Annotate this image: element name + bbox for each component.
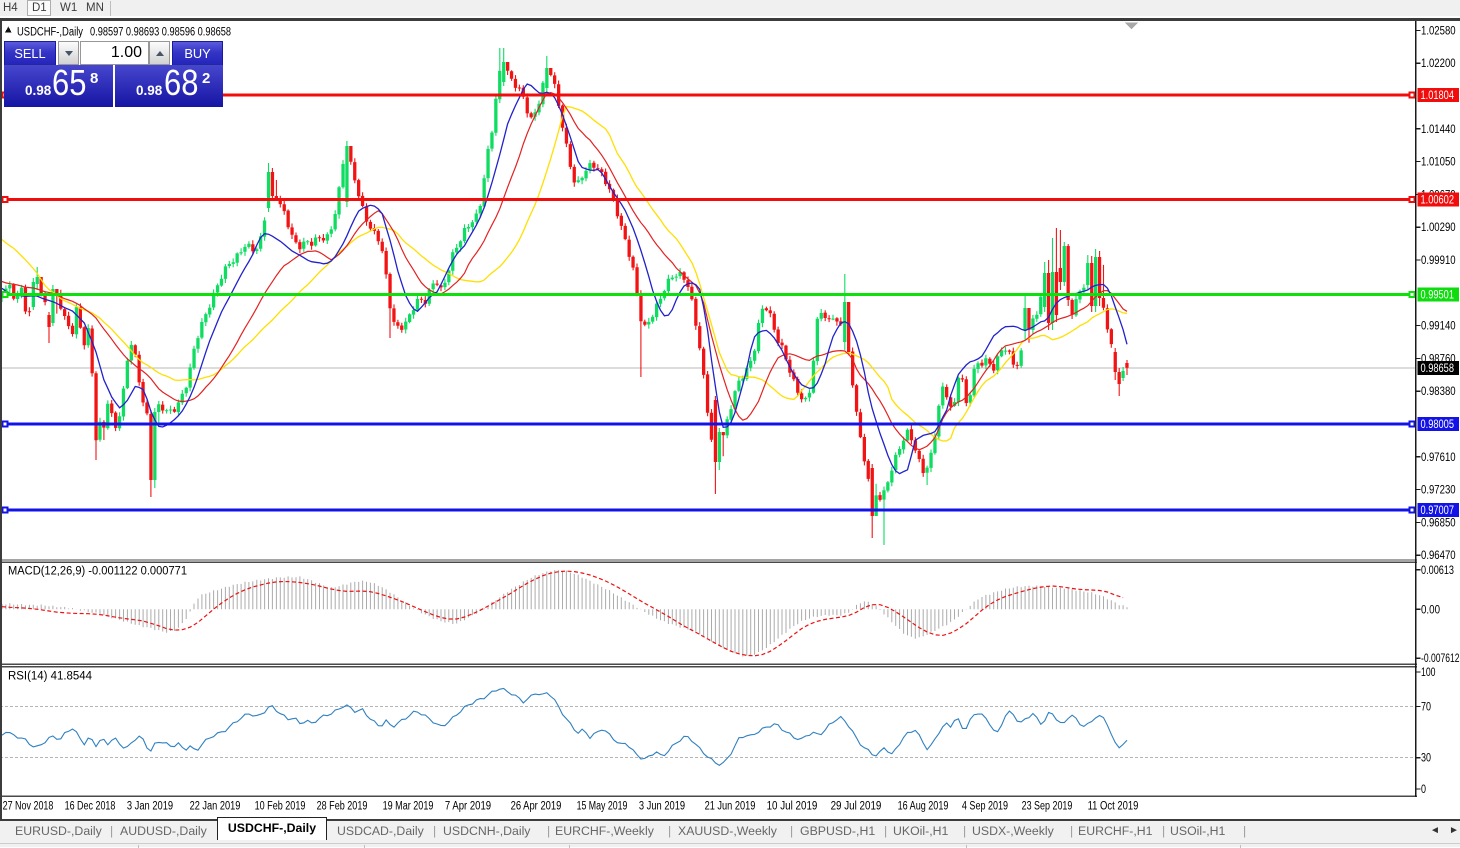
svg-text:0.98658: 0.98658 xyxy=(1421,363,1455,375)
svg-text:26 Apr 2019: 26 Apr 2019 xyxy=(511,801,562,813)
svg-text:0.97230: 0.97230 xyxy=(1421,485,1456,497)
svg-text:0.00: 0.00 xyxy=(1421,604,1440,616)
svg-text:7 Apr 2019: 7 Apr 2019 xyxy=(445,801,491,813)
svg-text:USDCHF-,Daily: USDCHF-,Daily xyxy=(17,27,83,39)
svg-text:1.00602: 1.00602 xyxy=(1421,195,1455,207)
svg-text:22 Jan 2019: 22 Jan 2019 xyxy=(190,801,241,813)
svg-text:1.02200: 1.02200 xyxy=(1421,58,1456,70)
svg-text:0.97610: 0.97610 xyxy=(1421,452,1456,464)
svg-text:3 Jun 2019: 3 Jun 2019 xyxy=(639,801,685,813)
svg-text:0.00613: 0.00613 xyxy=(1421,565,1454,577)
svg-text:0: 0 xyxy=(1421,784,1426,796)
svg-text:4 Sep 2019: 4 Sep 2019 xyxy=(962,801,1008,813)
svg-text:23 Sep 2019: 23 Sep 2019 xyxy=(1022,801,1073,813)
svg-text:16 Dec 2018: 16 Dec 2018 xyxy=(65,801,116,813)
svg-text:70: 70 xyxy=(1421,702,1431,714)
svg-text:30: 30 xyxy=(1421,753,1431,765)
svg-text:RSI(14) 41.8544: RSI(14) 41.8544 xyxy=(8,671,93,683)
svg-text:0.99501: 0.99501 xyxy=(1421,290,1455,302)
svg-text:19 Mar 2019: 19 Mar 2019 xyxy=(383,801,434,813)
svg-text:10 Jul 2019: 10 Jul 2019 xyxy=(767,801,818,813)
svg-text:0.98005: 0.98005 xyxy=(1421,419,1455,431)
svg-text:1.00290: 1.00290 xyxy=(1421,222,1456,234)
svg-text:-0.007612: -0.007612 xyxy=(1421,653,1460,665)
svg-text:0.96850: 0.96850 xyxy=(1421,517,1456,529)
svg-text:1.02580: 1.02580 xyxy=(1421,25,1456,37)
svg-text:3 Jan 2019: 3 Jan 2019 xyxy=(127,801,173,813)
svg-text:0.99140: 0.99140 xyxy=(1421,321,1456,333)
svg-text:0.96470: 0.96470 xyxy=(1421,550,1456,562)
svg-text:MACD(12,26,9) -0.001122 0.0007: MACD(12,26,9) -0.001122 0.000771 xyxy=(8,566,187,578)
svg-text:0.97007: 0.97007 xyxy=(1421,505,1455,517)
svg-text:11 Oct 2019: 11 Oct 2019 xyxy=(1088,801,1139,813)
svg-text:1.01050: 1.01050 xyxy=(1421,157,1456,169)
svg-text:1.01804: 1.01804 xyxy=(1421,90,1455,102)
svg-text:28 Feb 2019: 28 Feb 2019 xyxy=(317,801,368,813)
svg-text:1.01440: 1.01440 xyxy=(1421,124,1456,136)
svg-text:10 Feb 2019: 10 Feb 2019 xyxy=(255,801,306,813)
svg-text:15 May 2019: 15 May 2019 xyxy=(577,801,628,813)
svg-text:0.99910: 0.99910 xyxy=(1421,255,1456,267)
svg-text:21 Jun 2019: 21 Jun 2019 xyxy=(705,801,756,813)
svg-text:0.98380: 0.98380 xyxy=(1421,386,1456,398)
svg-text:27 Nov 2018: 27 Nov 2018 xyxy=(3,801,54,813)
svg-text:0.98597 0.98693 0.98596 0.9865: 0.98597 0.98693 0.98596 0.98658 xyxy=(90,27,231,39)
svg-text:29 Jul 2019: 29 Jul 2019 xyxy=(831,801,882,813)
svg-text:16 Aug 2019: 16 Aug 2019 xyxy=(898,801,949,813)
svg-text:100: 100 xyxy=(1421,667,1436,679)
